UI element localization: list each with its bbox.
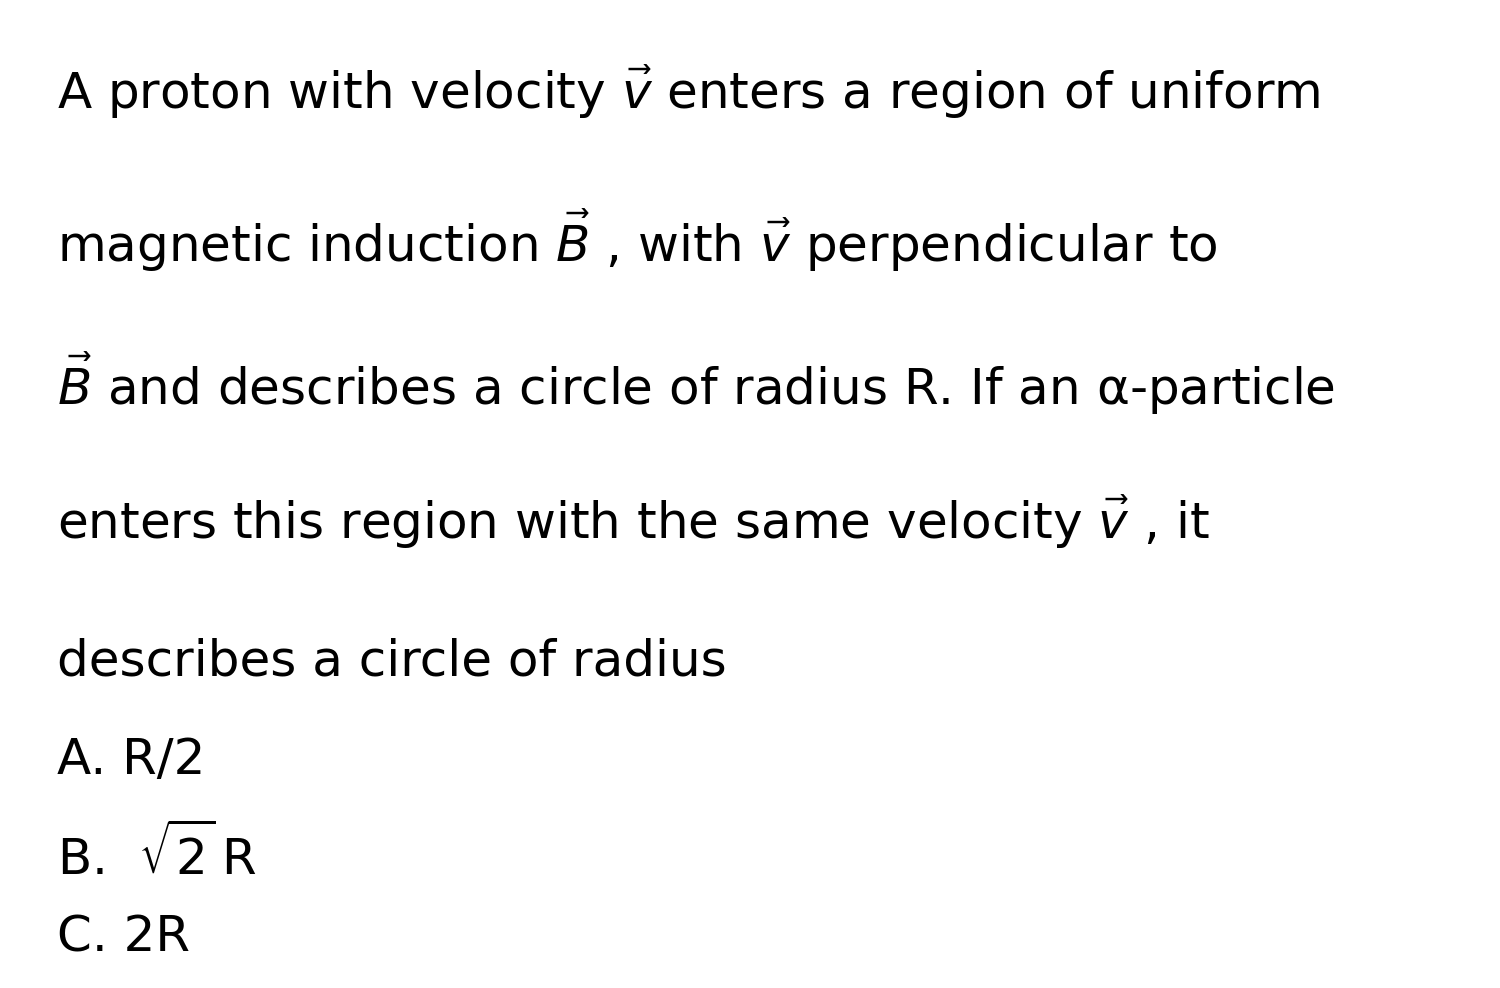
Text: describes a circle of radius: describes a circle of radius	[57, 637, 726, 686]
Text: B.  $\sqrt{2}\,$R: B. $\sqrt{2}\,$R	[57, 825, 256, 885]
Text: magnetic induction $\vec{B}$ , with $\vec{v}$ perpendicular to: magnetic induction $\vec{B}$ , with $\ve…	[57, 207, 1218, 274]
Text: A. R/2: A. R/2	[57, 736, 206, 784]
Text: enters this region with the same velocity $\vec{v}$ , it: enters this region with the same velocit…	[57, 494, 1209, 551]
Text: C. 2R: C. 2R	[57, 914, 190, 962]
Text: $\vec{B}$ and describes a circle of radius R. If an α-particle: $\vec{B}$ and describes a circle of radi…	[57, 351, 1335, 417]
Text: A proton with velocity $\vec{v}$ enters a region of uniform: A proton with velocity $\vec{v}$ enters …	[57, 64, 1320, 122]
